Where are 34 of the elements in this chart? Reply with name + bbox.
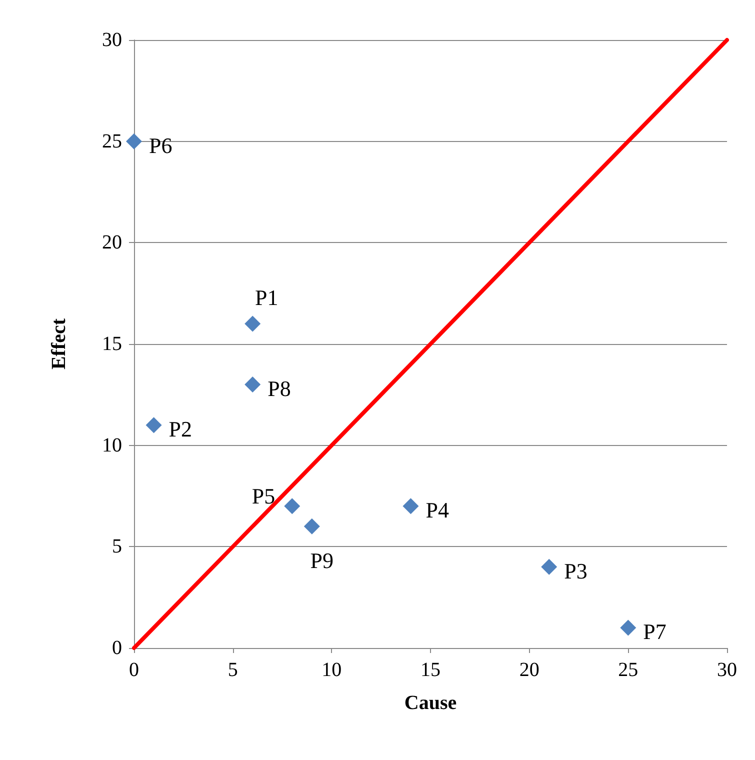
y-tick-label: 25 (102, 130, 122, 152)
x-tick-label: 30 (717, 659, 737, 681)
x-tick-label: 20 (519, 659, 540, 681)
point (244, 376, 261, 393)
point (244, 316, 261, 332)
x-tick-label: 15 (420, 659, 440, 681)
x-tick-label: 0 (129, 659, 139, 681)
y-tick-label: 0 (112, 637, 122, 659)
data-label: P7 (643, 619, 666, 644)
data-label: P9 (310, 548, 334, 573)
y-tick-label: 15 (102, 333, 122, 355)
x-axis-title: Cause (404, 692, 457, 714)
data-label: P4 (426, 498, 449, 523)
data-label: P2 (168, 416, 192, 442)
y-tick-label: 20 (102, 232, 122, 254)
point (126, 133, 142, 150)
data-label: P8 (268, 376, 291, 402)
data-label: P6 (149, 132, 172, 158)
x-tick-label: 25 (618, 659, 638, 681)
data-label: P1 (254, 285, 278, 310)
point (541, 558, 558, 575)
point (402, 498, 419, 514)
y-axis-title: Effect (48, 318, 70, 370)
x-tick-label: 5 (228, 659, 238, 681)
data-label: P5 (252, 484, 276, 509)
y-tick-label: 5 (112, 536, 122, 558)
x-tick-label: 10 (322, 659, 342, 681)
y-tick-label: 10 (102, 434, 122, 456)
y-tick-label: 30 (102, 29, 122, 51)
data-label: P3 (564, 558, 588, 584)
point (284, 498, 300, 514)
point (146, 417, 162, 434)
point (304, 518, 320, 534)
point (620, 620, 636, 636)
